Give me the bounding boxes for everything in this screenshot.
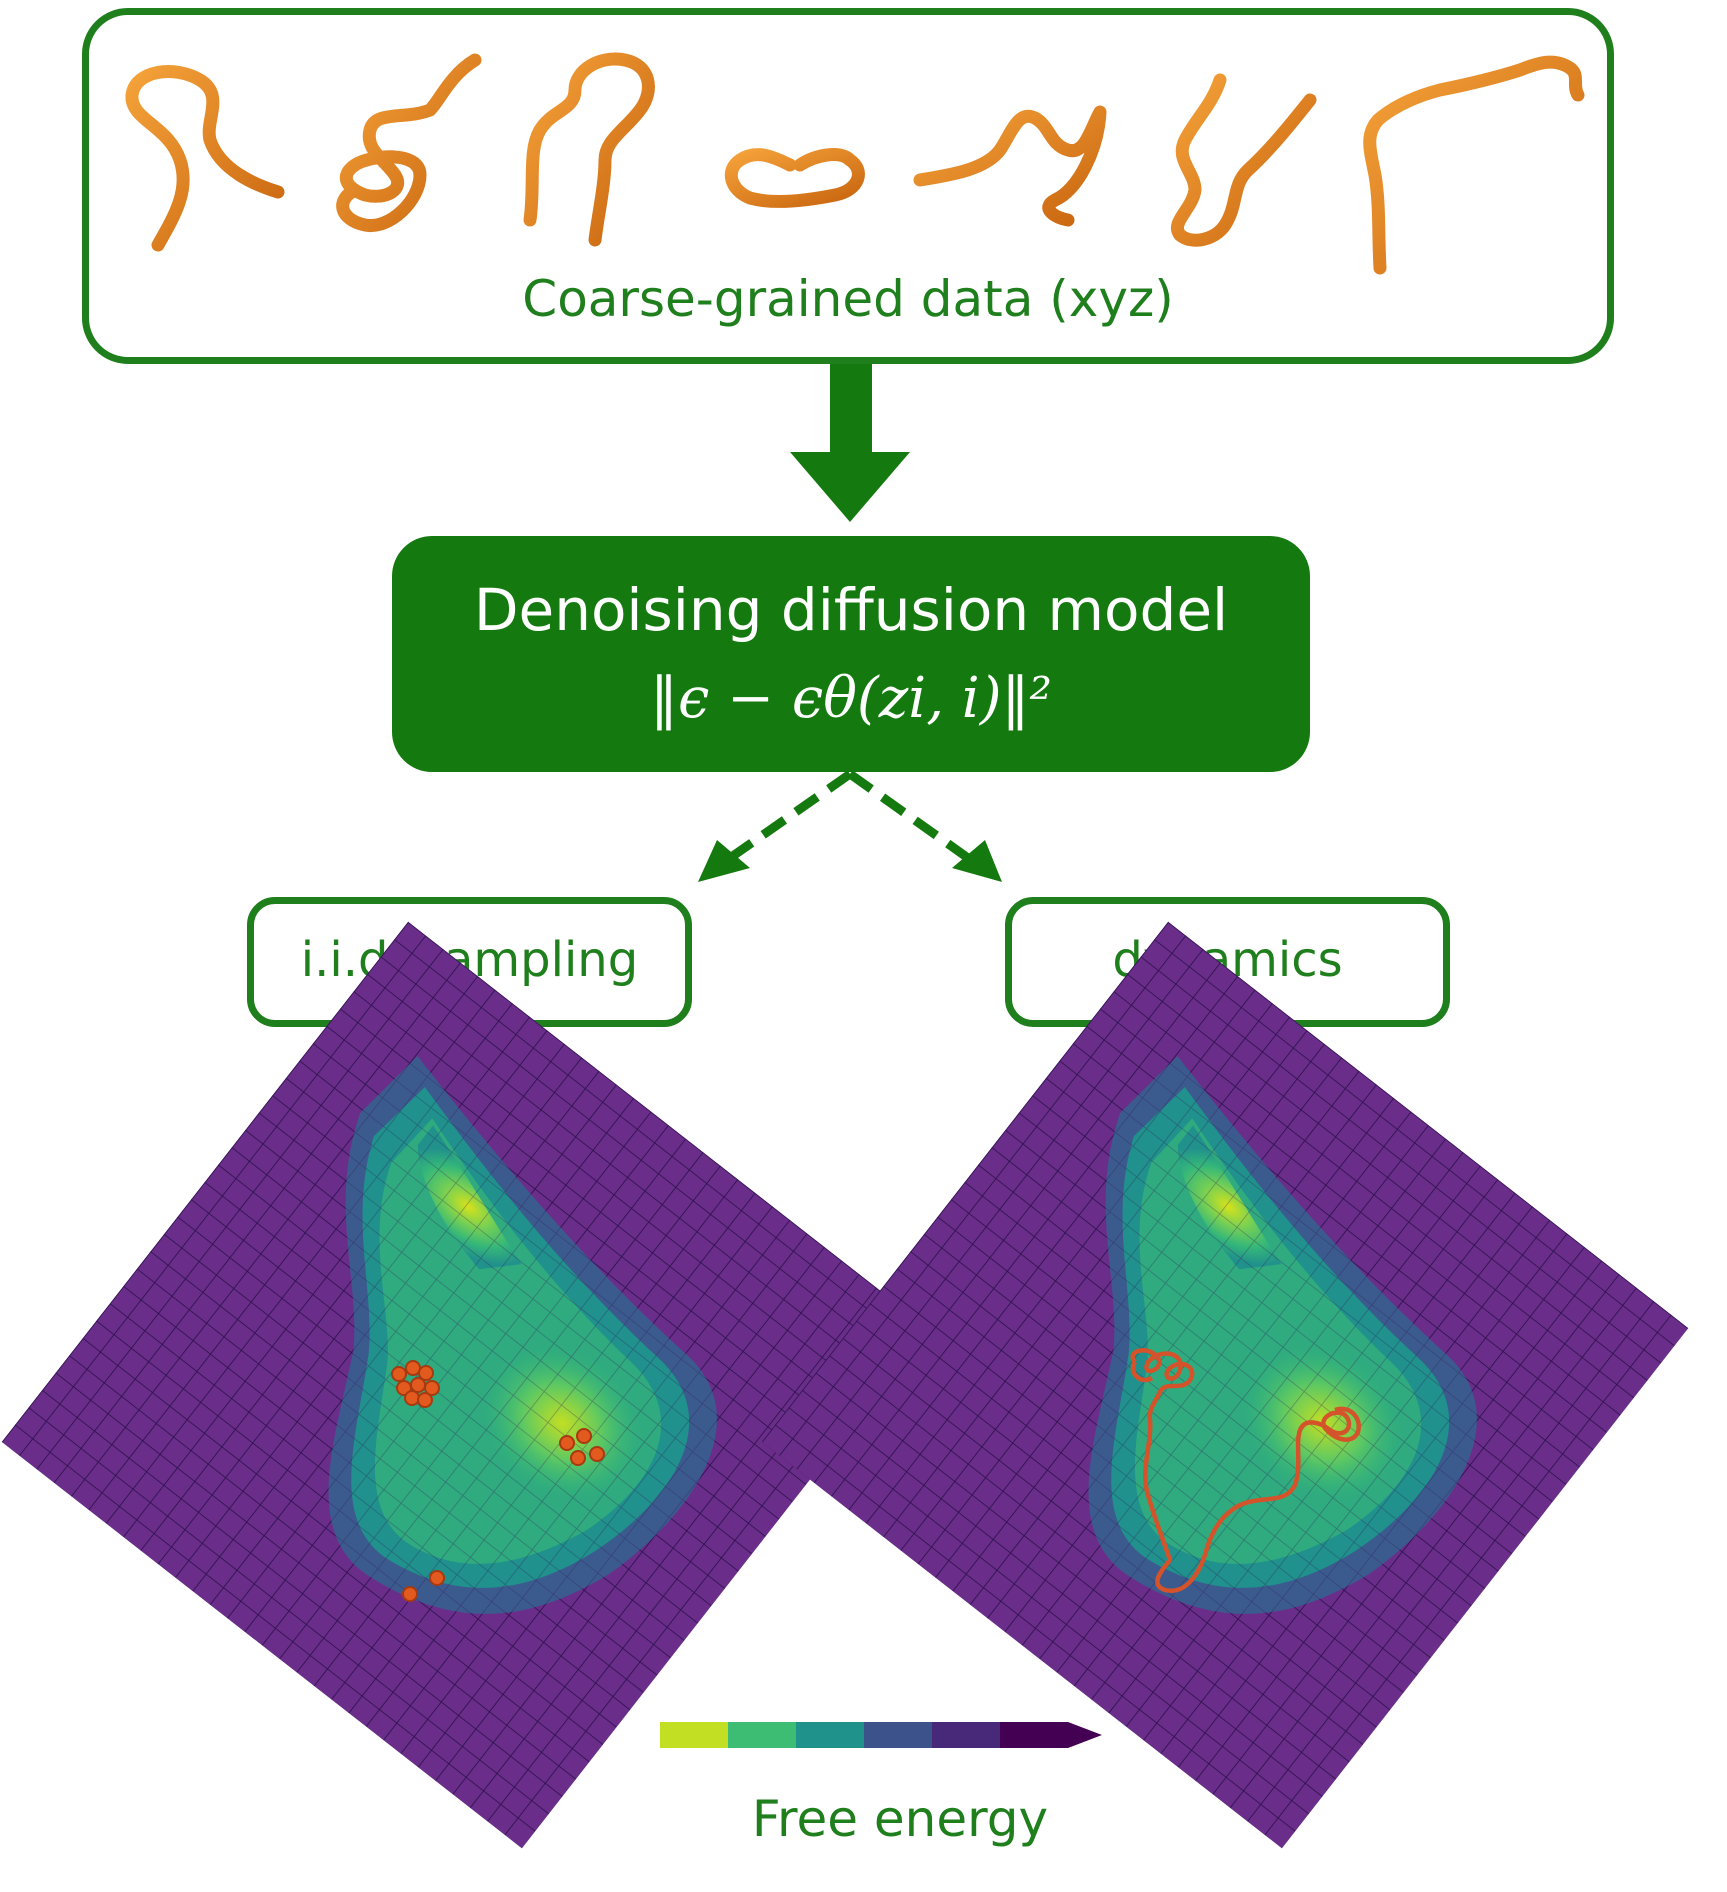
colorbar-segment bbox=[1000, 1722, 1068, 1748]
structure-2 bbox=[336, 53, 482, 232]
left-surface bbox=[1, 921, 929, 1849]
structure-1 bbox=[125, 65, 285, 252]
colorbar-label: Free energy bbox=[751, 1790, 1049, 1848]
dynamics-trajectory bbox=[1130, 1348, 1362, 1594]
colorbar-segment bbox=[728, 1722, 796, 1748]
colorbar-segment bbox=[660, 1722, 728, 1748]
left-arrowhead bbox=[698, 840, 750, 882]
structure-6 bbox=[1171, 73, 1317, 247]
structure-5 bbox=[913, 105, 1107, 227]
coarse-grained-structures bbox=[125, 52, 1585, 275]
structure-7 bbox=[1363, 55, 1585, 275]
model-title: Denoising diffusion model bbox=[473, 576, 1229, 644]
branch-arrows bbox=[698, 770, 1002, 882]
diffusion-model-box bbox=[392, 536, 1310, 772]
right-dashed-arrow bbox=[847, 770, 971, 862]
iid-sample-points bbox=[391, 1360, 605, 1602]
data-caption: Coarse-grained data (xyz) bbox=[522, 270, 1174, 328]
colorbar-segment bbox=[932, 1722, 1000, 1748]
colorbar-segment bbox=[796, 1722, 864, 1748]
right-arrowhead bbox=[952, 840, 1002, 882]
model-loss-formula: ‖ϵ − ϵθ(zi, i)‖² bbox=[649, 666, 1053, 731]
colorbar-segment bbox=[864, 1722, 932, 1748]
structure-4 bbox=[724, 148, 865, 208]
left-dashed-arrow bbox=[727, 770, 853, 862]
colorbar-extend-arrow bbox=[1068, 1722, 1102, 1748]
right-surface bbox=[761, 921, 1689, 1849]
down-arrow bbox=[790, 364, 910, 522]
structure-3 bbox=[523, 52, 655, 247]
